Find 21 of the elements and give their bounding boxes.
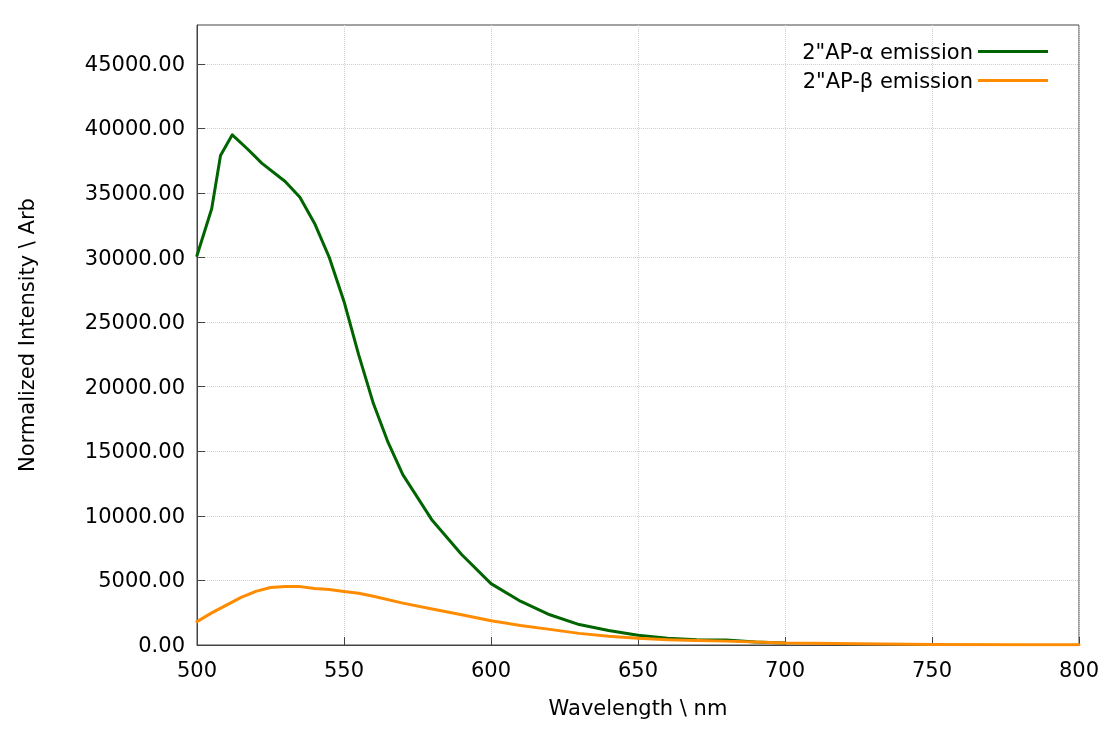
y-tick-label: 0.00 [138,633,185,657]
x-tick-label: 800 [1058,657,1100,682]
y-tick-label: 30000.00 [84,245,185,270]
x-tick-label: 700 [764,657,806,682]
y-tick-label: 40000.00 [84,116,185,141]
legend-label: 2"AP-β emission [802,68,973,93]
y-tick-label: 10000.00 [84,503,185,528]
y-tick-label: 45000.00 [84,51,185,76]
x-tick-label: 750 [911,657,953,682]
y-axis-title: Normalized Intensity \ Arb [14,198,39,472]
y-tick-label: 15000.00 [84,439,185,464]
x-axis-title: Wavelength \ nm [548,695,728,720]
x-tick-label: 500 [176,657,218,682]
x-tick-label: 550 [323,657,365,682]
x-tick-label: 600 [470,657,512,682]
y-tick-label: 25000.00 [84,310,185,335]
y-tick-label: 5000.00 [98,568,185,593]
y-tick-label: 35000.00 [84,180,185,205]
y-tick-label: 20000.00 [84,374,185,399]
x-tick-label: 650 [617,657,659,682]
legend-label: 2"AP-α emission [802,39,973,64]
